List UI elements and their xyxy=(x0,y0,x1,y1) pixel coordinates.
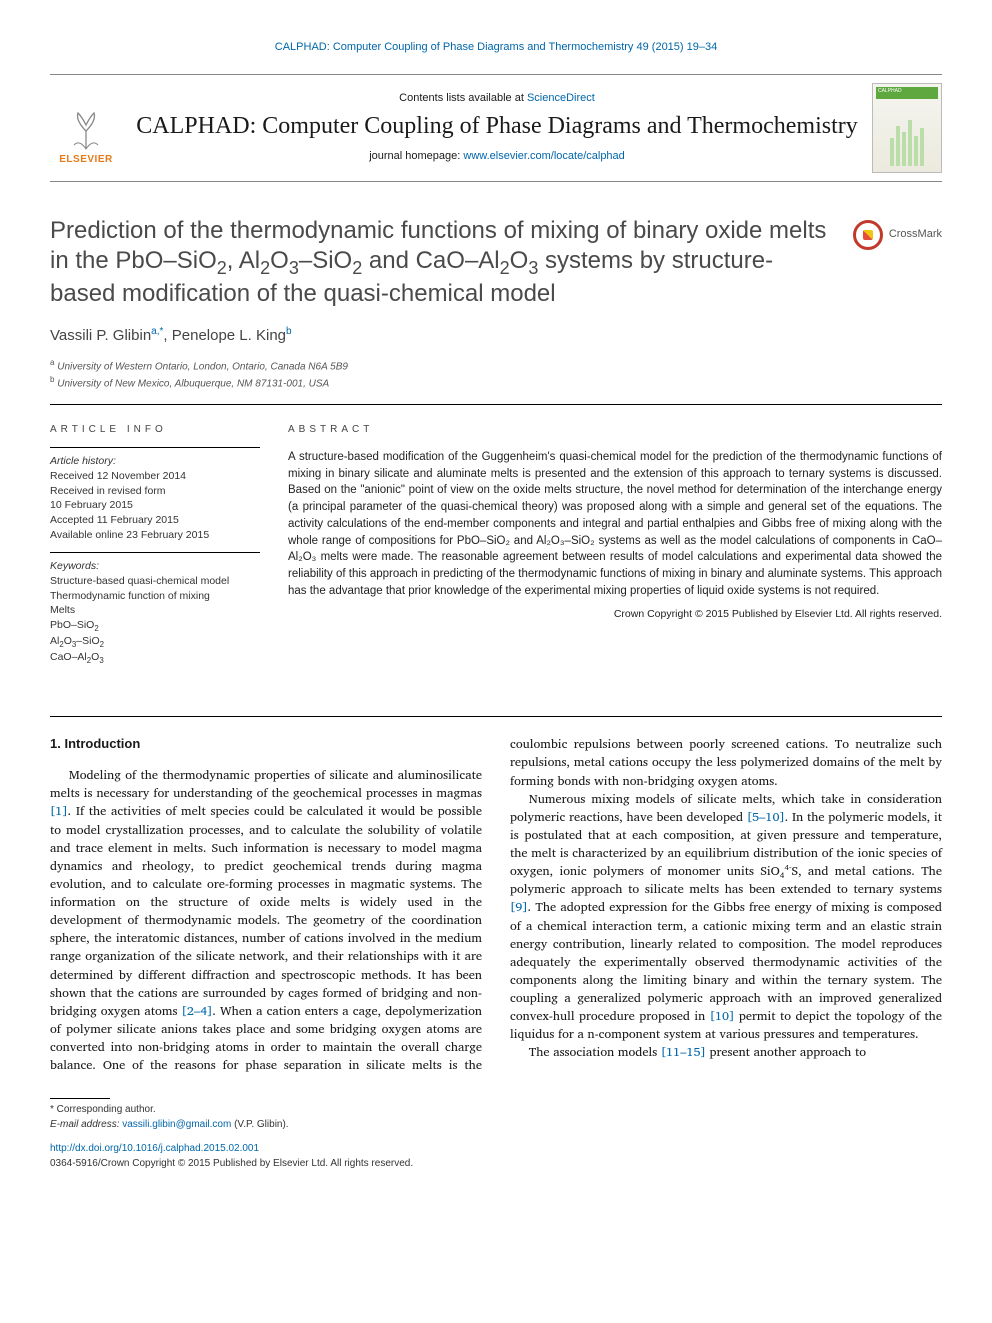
cover-label: CALPHAD xyxy=(876,87,938,99)
abstract-text: A structure-based modification of the Gu… xyxy=(288,449,942,599)
elsevier-tree-icon xyxy=(62,105,110,153)
history-line: Available online 23 February 2015 xyxy=(50,528,260,543)
body-paragraph: Numerous mixing models of silicate melts… xyxy=(510,790,942,1044)
title-text: –SiO xyxy=(299,247,352,274)
email-suffix: (V.P. Glibin). xyxy=(231,1119,288,1130)
keyword: Melts xyxy=(50,603,260,618)
citation-link[interactable]: [10] xyxy=(710,1006,735,1026)
citation-link[interactable]: [1] xyxy=(50,801,68,821)
title-text: O xyxy=(510,247,529,274)
citation-link[interactable]: [5–10] xyxy=(747,807,785,827)
contents-lists-line: Contents lists available at ScienceDirec… xyxy=(134,91,860,107)
journal-reference-header: CALPHAD: Computer Coupling of Phase Diag… xyxy=(50,40,942,56)
keyword: Thermodynamic function of mixing xyxy=(50,589,260,604)
citation-link[interactable]: [11–15] xyxy=(661,1042,706,1062)
corresponding-author-note: * Corresponding author. xyxy=(50,1103,942,1118)
section-heading: 1. Introduction xyxy=(50,735,482,754)
abstract-copyright: Crown Copyright © 2015 Published by Else… xyxy=(288,607,942,622)
history-label: Article history: xyxy=(50,454,260,469)
keyword: Al2O3–SiO2 xyxy=(50,634,260,650)
body-text: 1. Introduction Modeling of the thermody… xyxy=(50,735,942,1074)
footer-block: * Corresponding author. E-mail address: … xyxy=(50,1098,942,1171)
crossmark-label: CrossMark xyxy=(889,227,942,243)
keywords-label: Keywords: xyxy=(50,559,260,574)
footnote-rule xyxy=(50,1098,110,1099)
author-aff-sup: a, xyxy=(151,326,159,337)
info-rule xyxy=(50,447,260,448)
article-info-column: article info Article history: Received 1… xyxy=(50,423,260,677)
history-line: 10 February 2015 xyxy=(50,498,260,513)
doi-link[interactable]: http://dx.doi.org/10.1016/j.calphad.2015… xyxy=(50,1143,259,1154)
title-text: O xyxy=(270,247,289,274)
author-name: Vassili P. Glibin xyxy=(50,327,151,344)
history-line: Accepted 11 February 2015 xyxy=(50,513,260,528)
history-line: Received 12 November 2014 xyxy=(50,469,260,484)
history-line: Received in revised form xyxy=(50,484,260,499)
issn-copyright: 0364-5916/Crown Copyright © 2015 Publish… xyxy=(50,1157,942,1172)
email-label: E-mail address: xyxy=(50,1119,122,1130)
crossmark-icon xyxy=(853,220,883,250)
article-title: Prediction of the thermodynamic function… xyxy=(50,216,830,309)
info-rule xyxy=(50,552,260,553)
section-rule xyxy=(50,716,942,717)
masthead: ELSEVIER Contents lists available at Sci… xyxy=(50,74,942,182)
title-text: and CaO–Al xyxy=(362,247,499,274)
crossmark-badge[interactable]: CrossMark xyxy=(853,220,942,250)
abstract-column: abstract A structure-based modification … xyxy=(288,423,942,677)
author-aff-sup: b xyxy=(286,326,292,337)
journal-title: CALPHAD: Computer Coupling of Phase Diag… xyxy=(134,113,860,141)
keyword: Structure-based quasi-chemical model xyxy=(50,574,260,589)
affiliation-text: University of New Mexico, Albuquerque, N… xyxy=(54,379,329,390)
article-info-head: article info xyxy=(50,423,260,438)
affiliation-text: University of Western Ontario, London, O… xyxy=(54,361,348,372)
elsevier-name: ELSEVIER xyxy=(59,153,112,168)
author-list: Vassili P. Glibina,*, Penelope L. Kingb xyxy=(50,325,942,347)
author-name: Penelope L. King xyxy=(172,327,286,344)
citation-link[interactable]: [9] xyxy=(510,897,528,917)
title-text: , Al xyxy=(227,247,260,274)
affiliations: a University of Western Ontario, London,… xyxy=(50,357,942,392)
journal-homepage-link[interactable]: www.elsevier.com/locate/calphad xyxy=(463,150,624,162)
elsevier-logo: ELSEVIER xyxy=(50,88,122,168)
body-paragraph: The association models [11–15] present a… xyxy=(510,1043,942,1061)
section-rule xyxy=(50,404,942,405)
citation-link[interactable]: [2–4] xyxy=(182,1001,213,1021)
journal-cover-thumb: CALPHAD xyxy=(872,83,942,173)
sciencedirect-link[interactable]: ScienceDirect xyxy=(527,92,595,104)
author-sep: , xyxy=(163,327,171,344)
homepage-line: journal homepage: www.elsevier.com/locat… xyxy=(134,149,860,165)
author-email-link[interactable]: vassili.glibin@gmail.com xyxy=(122,1119,231,1130)
keyword: CaO–Al2O3 xyxy=(50,650,260,666)
abstract-head: abstract xyxy=(288,423,942,438)
contents-prefix: Contents lists available at xyxy=(399,92,527,104)
keyword: PbO–SiO2 xyxy=(50,618,260,634)
homepage-prefix: journal homepage: xyxy=(369,150,463,162)
